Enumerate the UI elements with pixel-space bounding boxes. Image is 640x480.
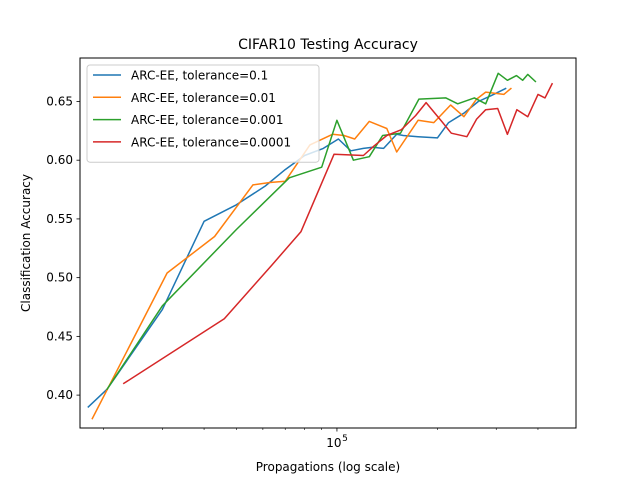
legend-label-2: ARC-EE, tolerance=0.001 [131, 113, 284, 127]
x-axis-label: Propagations (log scale) [256, 460, 400, 474]
legend: ARC-EE, tolerance=0.1 ARC-EE, tolerance=0… [86, 64, 320, 163]
legend-box [86, 64, 320, 163]
y-tick-label-4: 0.60 [46, 153, 73, 167]
series-line-3 [122, 82, 554, 385]
x-tick-label-0: 10 [326, 436, 341, 450]
series-line-2 [106, 72, 537, 391]
y-tick-label-0: 0.40 [46, 388, 73, 402]
y-tick-label-5: 0.65 [46, 94, 73, 108]
legend-label-1: ARC-EE, tolerance=0.01 [131, 91, 276, 105]
legend-label-0: ARC-EE, tolerance=0.1 [131, 69, 268, 83]
plot-area-frame [79, 57, 577, 429]
legend-label-3: ARC-EE, tolerance=0.0001 [131, 135, 291, 149]
series-line-1 [91, 87, 512, 420]
y-tick-label-3: 0.55 [46, 212, 73, 226]
x-tick-exponent-0: 5 [342, 434, 348, 444]
y-axis-ticks: 0.40 0.45 0.50 0.55 0.60 0.65 [46, 94, 80, 402]
x-axis-ticks: 10 5 [103, 428, 539, 450]
chart-title: CIFAR10 Testing Accuracy [238, 37, 418, 53]
y-axis-label: Classification Accuracy [19, 174, 33, 312]
series-line-0 [87, 87, 507, 408]
y-tick-label-1: 0.45 [46, 329, 73, 343]
series-layer [87, 72, 554, 420]
y-tick-label-2: 0.50 [46, 271, 73, 285]
